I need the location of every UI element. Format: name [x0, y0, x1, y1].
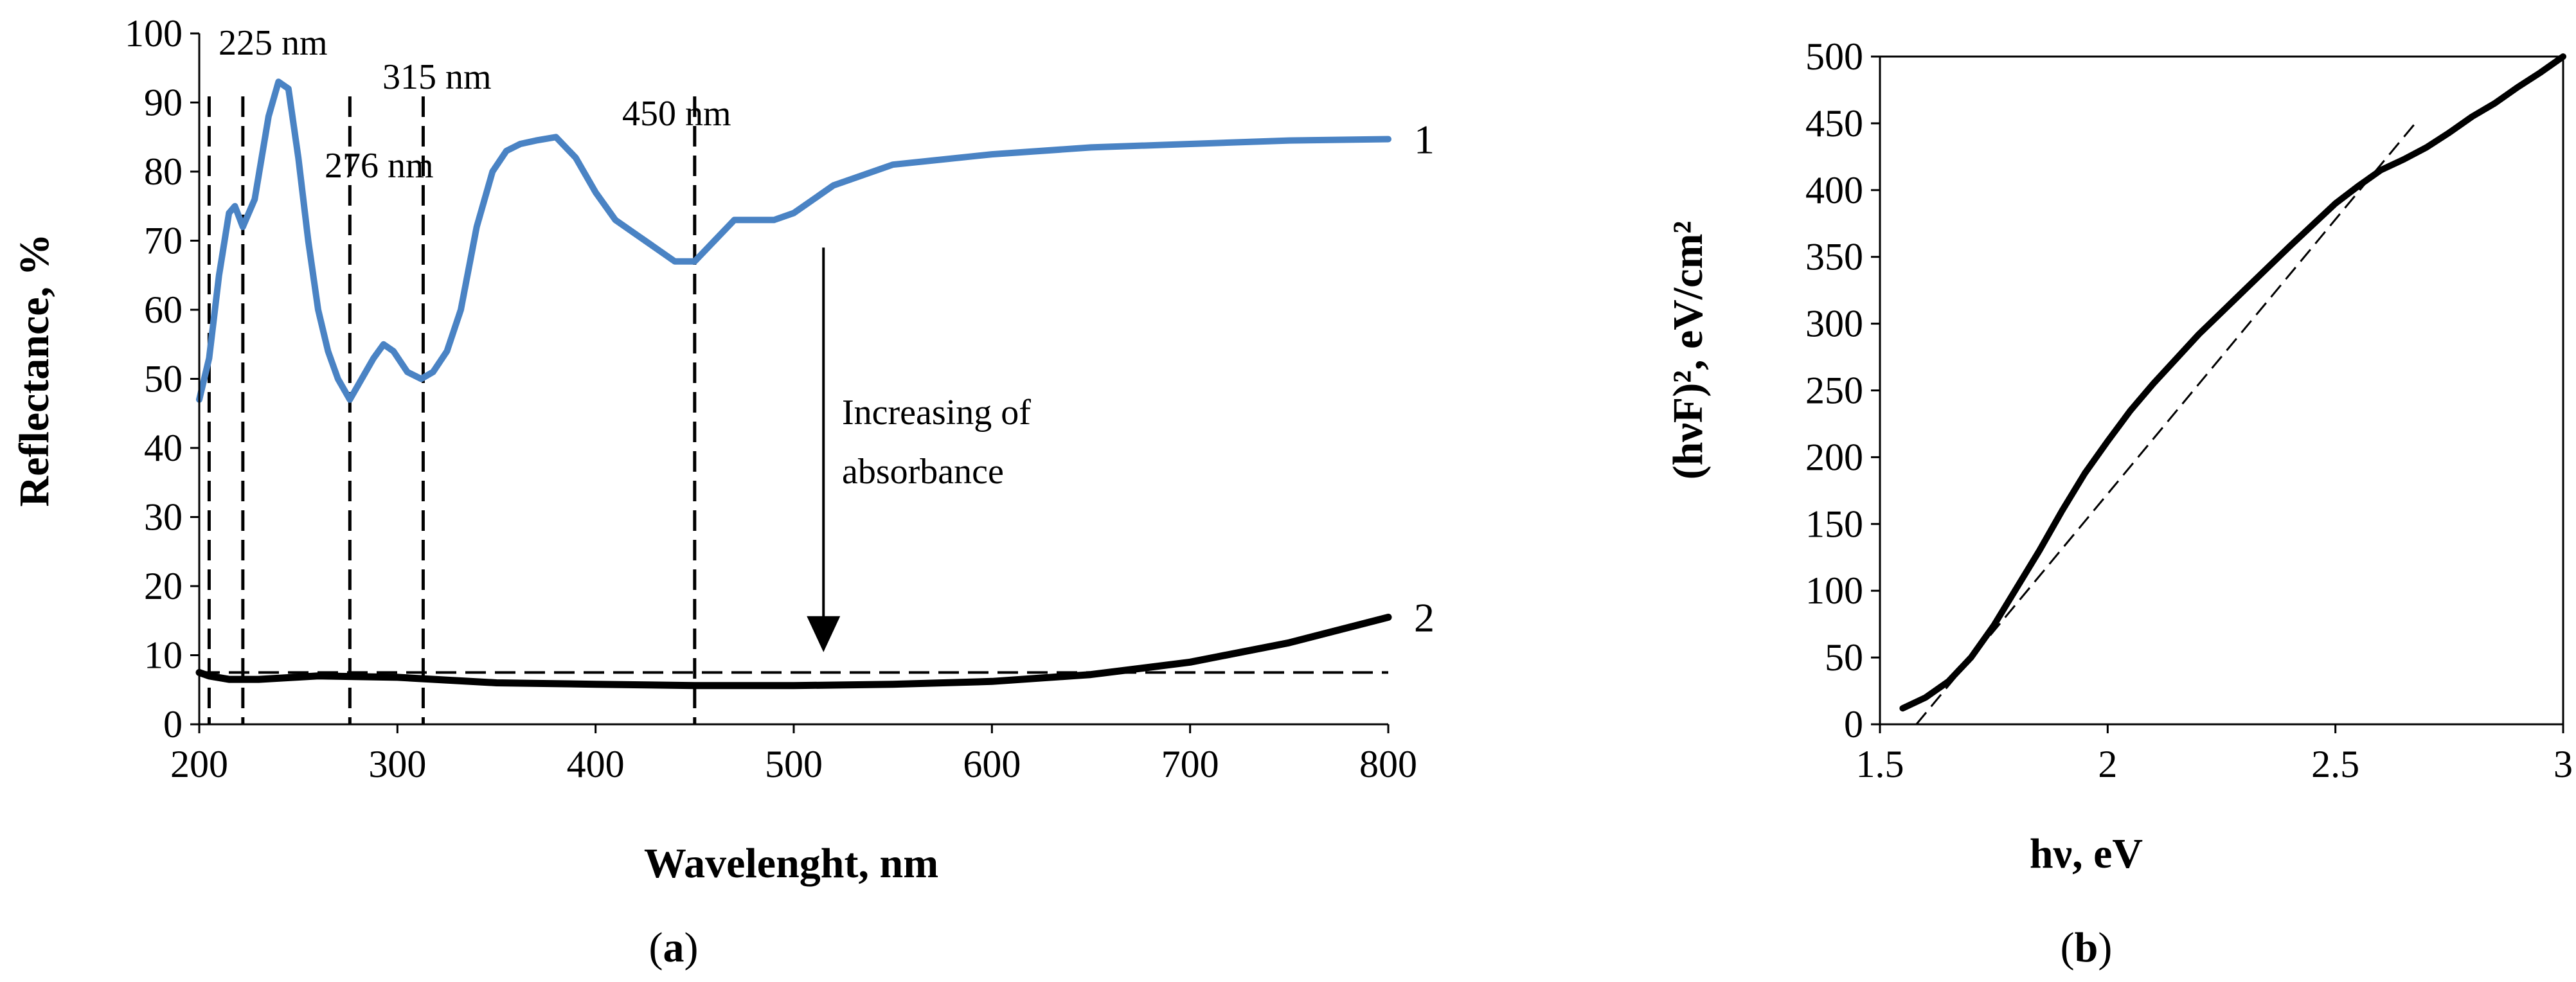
panel-a-y-tick-label: 10 — [144, 634, 183, 677]
panel-a-x-tick-label: 600 — [963, 743, 1021, 785]
panel-a-y-tick-label: 80 — [144, 150, 183, 193]
panel-a-x-axis-label: Wavelenght, nm — [644, 840, 938, 887]
panel-b-plot-frame — [1879, 55, 2564, 726]
panel-a-arrow-head-icon — [807, 616, 841, 652]
panel-a-x-tick-label: 300 — [368, 743, 426, 785]
panel-b-y-tick-label: 400 — [1805, 169, 1863, 211]
panel-b-y-tick-label: 450 — [1805, 102, 1863, 145]
panel-a-y-tick-label: 50 — [144, 358, 183, 400]
panel-b-axes: 0 50 100 150 200 250 300 350 400 450 500 1.5 2 2.5 3 — [1805, 35, 2573, 785]
panel-b-y-tick-label: 150 — [1805, 503, 1863, 545]
panel-a-x-tick-label: 200 — [170, 743, 228, 785]
panel-a-peak-label: 450 nm — [622, 94, 731, 134]
panel-b-y-tick-label: 100 — [1805, 569, 1863, 612]
panel-a-y-tick-label: 0 — [163, 703, 183, 745]
panel-a-y-tick-label: 20 — [144, 565, 183, 607]
panel-b-x-axis-label: hν, eV — [2030, 830, 2143, 877]
panel-a-y-tick-label: 40 — [144, 427, 183, 469]
panel-b-chart: 0 50 100 150 200 250 300 350 400 450 500 1.5 2 2.5 3 h… — [1665, 35, 2573, 971]
panel-a-y-axis-label: Reflectance, % — [11, 233, 58, 506]
panel-b-fit-line-dashed — [1915, 120, 2419, 725]
panel-b-series — [1899, 53, 2566, 725]
panel-b-x-tick-label: 2 — [2098, 743, 2117, 785]
panel-a-y-tick-label: 60 — [144, 289, 183, 331]
panel-a-x-tick-label: 500 — [765, 743, 823, 785]
panel-a-annotations: 225 nm 276 nm 315 nm 450 nm Increasing of abs… — [199, 23, 1388, 724]
panel-b-y-tick-label: 0 — [1844, 703, 1863, 745]
panel-a-x-tick-label: 700 — [1161, 743, 1219, 785]
panel-a-peak-label: 315 nm — [382, 57, 492, 97]
panel-a-series-1-line — [196, 78, 1391, 403]
panel-a-y-tick-label: 100 — [125, 12, 183, 55]
panel-a-arrow-text-1: Increasing of — [842, 393, 1031, 433]
panel-b-caption: (b) — [2061, 924, 2113, 971]
panel-a-series-2-line — [195, 613, 1392, 690]
panel-a-y-tick-label: 70 — [144, 220, 183, 262]
panel-a-y-tick-label: 30 — [144, 496, 183, 539]
panel-b-series-line — [1899, 53, 2566, 712]
panel-a-series-label: 2 — [1414, 594, 1435, 640]
panel-b-y-tick-label: 500 — [1805, 35, 1863, 78]
panel-a-series: 12 — [195, 78, 1435, 690]
panel-a-peak-label: 225 nm — [219, 23, 328, 63]
panel-b-y-tick-label: 300 — [1805, 303, 1863, 345]
panel-b-y-tick-label: 50 — [1825, 636, 1863, 679]
panel-b-y-tick-label: 200 — [1805, 436, 1863, 478]
panel-a-arrow-text-2: absorbance — [842, 452, 1004, 492]
panel-b-y-tick-label: 250 — [1805, 370, 1863, 412]
panel-b-x-tick-label: 2.5 — [2311, 743, 2359, 785]
panel-a-y-tick-label: 90 — [144, 82, 183, 124]
panel-a-x-tick-label: 800 — [1359, 743, 1417, 785]
panel-a-peak-label: 276 nm — [325, 146, 434, 186]
panel-b-x-tick-label: 3 — [2554, 743, 2573, 785]
panel-a-caption: (a) — [649, 924, 699, 971]
panel-b-y-axis-label: (hνF)², eV/cm² — [1665, 221, 1712, 480]
panel-b-caption-letter: b — [2075, 924, 2098, 971]
panel-a-series-label: 1 — [1414, 116, 1435, 162]
panel-a-axes: 0 10 20 30 40 50 60 70 80 90 100 200 300 400 500 600 700… — [125, 12, 1417, 785]
panel-b-y-tick-label: 350 — [1805, 236, 1863, 278]
panel-b-x-tick-label: 1.5 — [1856, 743, 1904, 785]
panel-a-chart: 225 nm 276 nm 315 nm 450 nm Increasing of abs… — [11, 12, 1435, 971]
panel-a-x-tick-label: 400 — [567, 743, 625, 785]
panel-a-caption-letter: a — [663, 924, 684, 971]
